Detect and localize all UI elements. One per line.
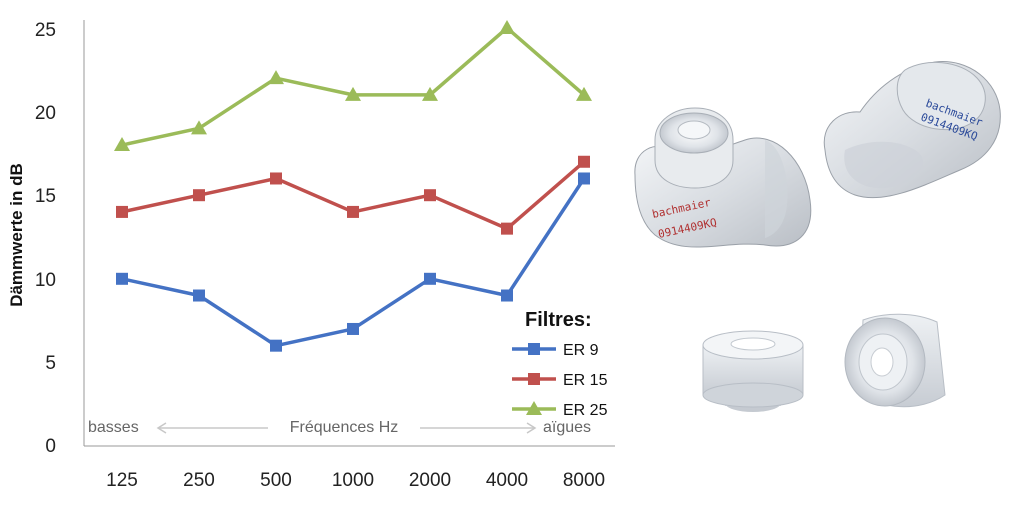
legend-entry-er-15: ER 15 [512,372,608,389]
data-point-er-25 [268,70,284,85]
annotation-basses: basses [88,419,139,436]
legend-swatch-marker [528,373,540,385]
series-line-er-9 [121,177,586,348]
data-point-er-15 [578,155,590,168]
series-er-25 [114,20,592,152]
legend-items: ER 9 ER 15 ER 25 [512,342,608,419]
data-point-er-9 [347,322,359,335]
legend-label: ER 9 [563,342,599,359]
earplug-left-image: bachmaier 0914409KQ [634,107,812,248]
series-layer [114,20,592,352]
y-tick-label: 5 [45,353,56,374]
series-line-er-25 [121,26,586,147]
data-point-er-15 [347,205,359,218]
data-point-er-9 [116,272,128,285]
x-tick-label: 125 [106,470,138,491]
y-tick-label: 25 [35,20,56,41]
legend: Filtres: ER 9 ER 15 ER 25 [512,309,608,419]
legend-entry-er-9: ER 9 [512,342,599,359]
legend-swatch-marker [528,343,540,355]
data-point-er-25 [499,20,515,34]
filter-front-image [844,313,946,408]
data-point-er-25 [576,86,592,101]
data-point-er-15 [116,205,128,218]
data-point-er-9 [270,339,282,352]
data-point-er-15 [193,189,205,202]
x-tick-label: 2000 [409,470,451,491]
series-line-er-15 [121,160,586,231]
data-point-er-25 [345,86,361,101]
data-point-er-9 [424,272,436,285]
annotation-frequences: Fréquences Hz [290,419,399,436]
y-tick-label: 15 [35,186,56,207]
data-point-er-15 [270,172,282,185]
x-tick-label: 500 [260,470,292,491]
x-tick-label: 1000 [332,470,374,491]
y-tick-label: 0 [45,436,56,457]
y-tick-label: 20 [35,103,56,124]
data-point-er-9 [578,172,590,185]
x-tick-label: 4000 [486,470,528,491]
annotation-arrowhead-right [526,422,537,434]
legend-title: Filtres: [525,309,592,331]
data-point-er-9 [193,289,205,302]
legend-entry-er-25: ER 25 [512,401,608,419]
y-axis-label: Dämmwerte in dB [7,163,26,307]
series-er-9 [116,172,590,352]
x-tick-labels: 125 250 500 1000 2000 4000 8000 [106,470,605,491]
data-point-er-15 [501,222,513,235]
legend-label: ER 15 [563,372,608,389]
annotation-aigues: aïgues [543,419,591,436]
earplug-right-image: bachmaier 0914409KQ [823,61,1001,199]
frequency-annotation: basses Fréquences Hz aïgues [88,419,591,436]
annotation-arrowhead-left [156,422,167,434]
y-tick-label: 10 [35,270,56,291]
data-point-er-15 [424,189,436,202]
y-tick-labels: 0 5 10 15 20 25 [35,20,56,457]
series-er-15 [116,155,590,235]
data-point-er-25 [114,137,130,152]
x-tick-label: 250 [183,470,215,491]
product-photos: bachmaier 0914409KQ bachmaier 0914409KQ [634,61,1001,412]
line-chart: Dämmwerte in dB 0 5 10 15 20 25 125 250 … [7,20,615,491]
legend-label: ER 25 [563,402,608,419]
data-point-er-25 [422,86,438,101]
filter-side-image [702,330,804,412]
data-point-er-25 [191,120,207,135]
data-point-er-9 [501,289,513,302]
legend-swatch-marker [526,401,542,415]
x-tick-label: 8000 [563,470,605,491]
